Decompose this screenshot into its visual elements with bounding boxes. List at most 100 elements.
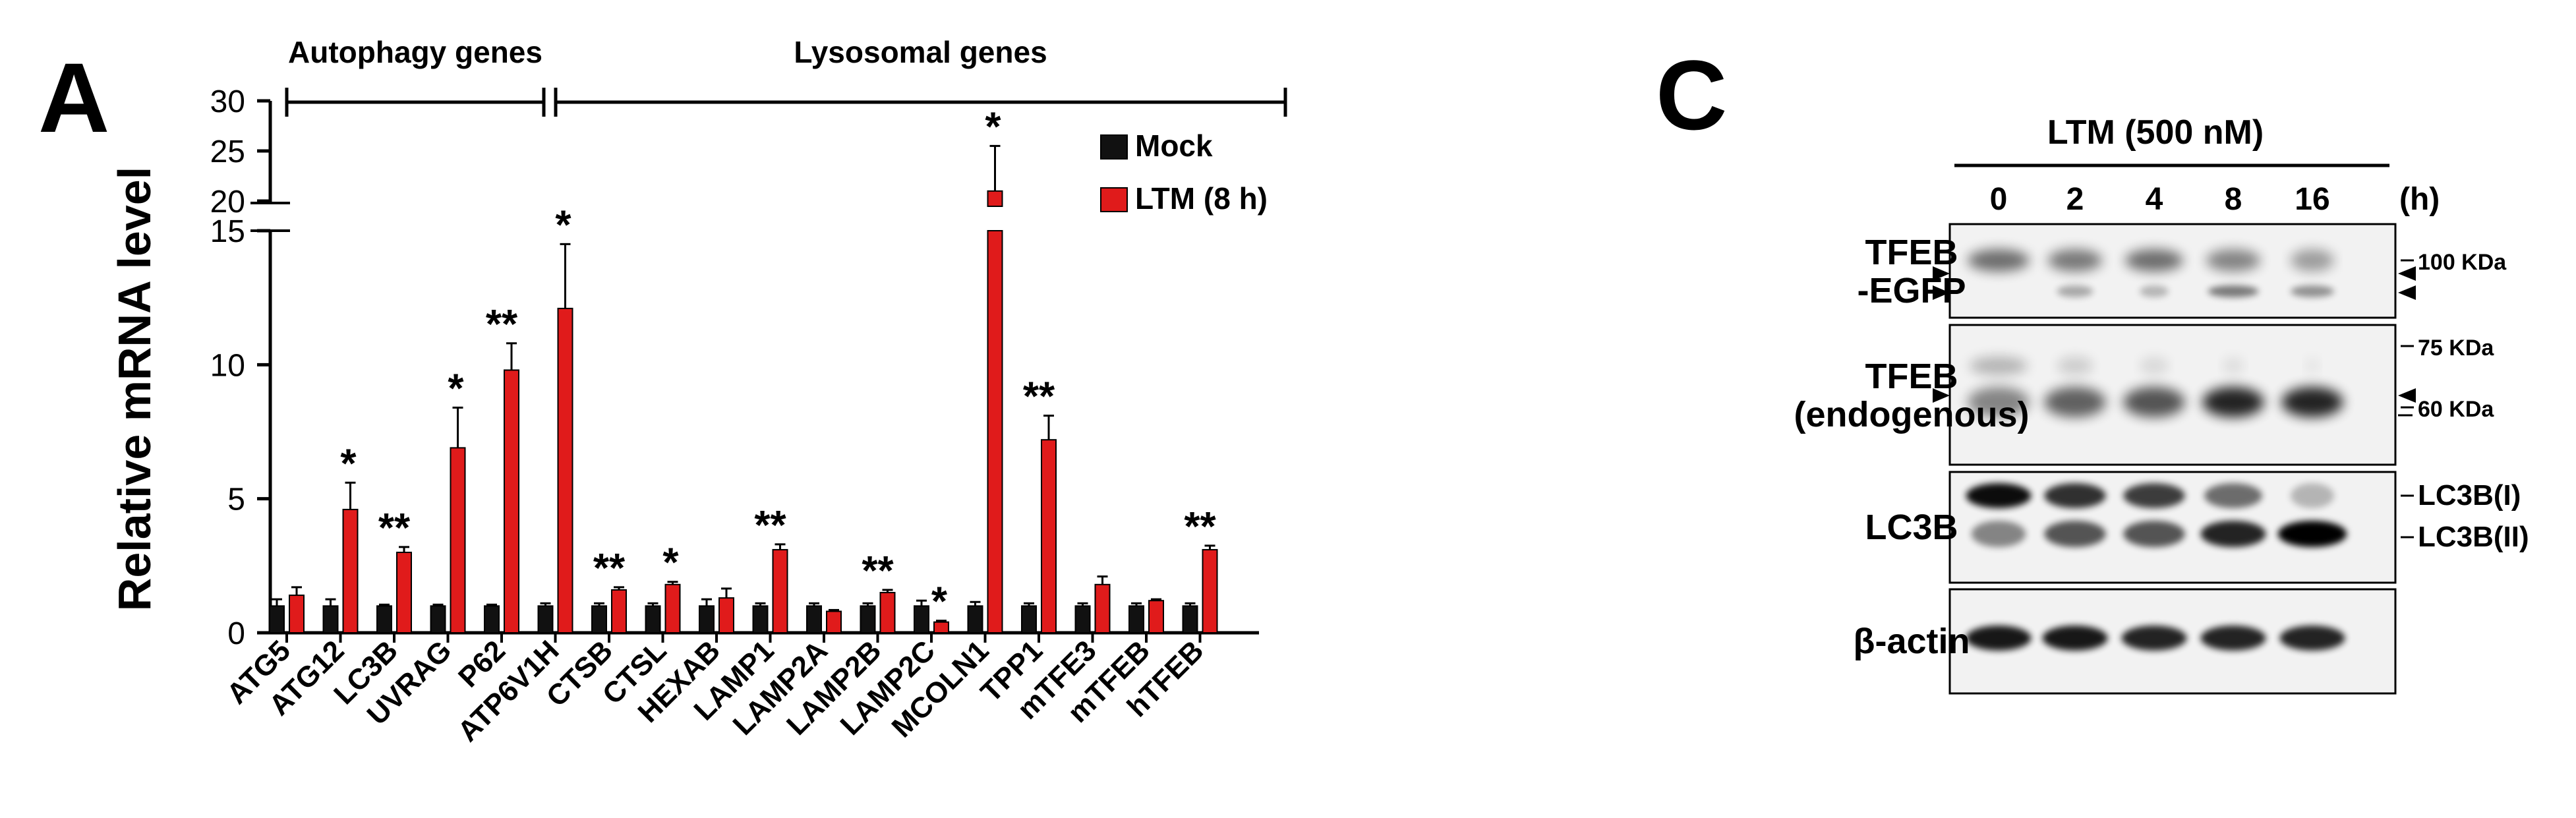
significance-marker: * bbox=[340, 441, 357, 486]
y-axis-label: Relative mRNA level bbox=[109, 167, 160, 611]
time-unit: (h) bbox=[2399, 182, 2440, 217]
band-arrow bbox=[2398, 388, 2416, 403]
protein-band bbox=[2208, 285, 2259, 297]
western-blot-panel: C LTM (500 nM) (h) 0 2 4 8 16 TFEB -EGFP 100 K… bbox=[1656, 40, 2529, 695]
protein-band bbox=[2291, 249, 2334, 272]
y-tick-label: 20 bbox=[210, 185, 245, 219]
bar-mock bbox=[376, 605, 392, 633]
significance-marker: * bbox=[448, 366, 464, 411]
bar-ltm bbox=[772, 548, 788, 634]
timepoint-label: 8 bbox=[2225, 182, 2242, 217]
protein-band bbox=[2204, 483, 2262, 508]
timepoint-label: 16 bbox=[2295, 182, 2329, 217]
band-arrow bbox=[2398, 285, 2416, 300]
blot-row-label: β-actin bbox=[1854, 622, 1970, 661]
marker-label: LC3B(I) bbox=[2418, 479, 2521, 511]
protein-band bbox=[2305, 357, 2320, 375]
marker-label: 60 KDa bbox=[2418, 397, 2494, 422]
protein-band bbox=[1971, 521, 2026, 547]
protein-band bbox=[2123, 387, 2185, 417]
bar-ltm-upper bbox=[987, 190, 1003, 207]
bar-ltm bbox=[1202, 548, 1218, 634]
blot-row-label: LC3B bbox=[1865, 508, 1958, 547]
protein-band bbox=[1968, 249, 2030, 272]
panel-letter-c: C bbox=[1656, 40, 1727, 150]
bar-ltm bbox=[1094, 583, 1111, 633]
protein-band bbox=[2044, 387, 2106, 417]
bar-mock bbox=[699, 605, 715, 633]
bar-mock bbox=[1021, 605, 1037, 633]
protein-band bbox=[1970, 357, 2028, 375]
bar-mock bbox=[322, 605, 339, 633]
timepoint-label: 0 bbox=[1990, 182, 2008, 217]
protein-band bbox=[2140, 357, 2169, 375]
treatment-label: LTM (500 nM) bbox=[2047, 113, 2264, 152]
protein-band bbox=[2044, 521, 2106, 547]
protein-band bbox=[2121, 626, 2187, 651]
y-tick-label: 5 bbox=[227, 482, 245, 517]
marker-label: 75 KDa bbox=[2418, 336, 2494, 361]
bar-ltm bbox=[450, 447, 466, 634]
bar-mock bbox=[484, 605, 500, 633]
significance-marker: * bbox=[662, 540, 679, 586]
bar-ltm bbox=[289, 595, 305, 633]
bar-ltm bbox=[342, 508, 359, 634]
bar-ltm bbox=[718, 597, 734, 634]
blot-row-label: -EGFP bbox=[1857, 271, 1966, 310]
protein-band bbox=[2042, 626, 2108, 651]
bar-ltm bbox=[396, 552, 412, 633]
bar-mock bbox=[537, 605, 554, 633]
y-tick-label: 15 bbox=[210, 214, 245, 249]
protein-band bbox=[1968, 387, 2030, 417]
legend-swatch bbox=[1100, 134, 1128, 160]
legend-swatch bbox=[1100, 187, 1128, 212]
significance-marker: ** bbox=[593, 546, 626, 591]
bar-mock bbox=[914, 605, 929, 633]
protein-band bbox=[2140, 285, 2169, 297]
protein-band bbox=[2281, 387, 2343, 417]
blot-row-label: (endogenous) bbox=[1794, 395, 2030, 434]
blot-row-label: TFEB bbox=[1865, 357, 1958, 396]
bar-mock bbox=[1182, 605, 1198, 633]
bar-mock bbox=[591, 605, 607, 633]
marker-label: 100 KDa bbox=[2418, 250, 2507, 275]
protein-band bbox=[1966, 483, 2032, 508]
bar-mock bbox=[269, 605, 285, 633]
bar-mock bbox=[645, 605, 661, 633]
protein-band bbox=[2123, 521, 2185, 547]
timepoint-labels: 0 2 4 8 16 bbox=[1990, 182, 2330, 217]
protein-band bbox=[2222, 357, 2244, 375]
y-tick-label: 30 bbox=[210, 84, 245, 119]
bar-mock bbox=[1074, 605, 1091, 633]
protein-band bbox=[2125, 249, 2183, 272]
bar-mock bbox=[967, 605, 983, 633]
panel-letter-a: A bbox=[38, 42, 109, 153]
significance-marker: * bbox=[555, 202, 571, 248]
band-arrow bbox=[1933, 388, 1950, 403]
bar-ltm bbox=[879, 592, 896, 633]
timepoint-label: 4 bbox=[2146, 182, 2163, 217]
bars: ********* *********** bbox=[269, 104, 1218, 634]
timepoint-label: 2 bbox=[2066, 182, 2084, 217]
bar-mock bbox=[806, 605, 822, 633]
bar-mock bbox=[430, 605, 446, 633]
y-tick-label: 0 bbox=[227, 616, 245, 651]
legend-label: LTM (8 h) bbox=[1135, 181, 1268, 216]
significance-marker: ** bbox=[754, 503, 786, 548]
protein-band bbox=[2277, 521, 2347, 547]
bar-mock bbox=[1128, 605, 1144, 633]
protein-band bbox=[2279, 626, 2345, 651]
significance-marker: ** bbox=[1023, 374, 1055, 420]
protein-band bbox=[2291, 285, 2334, 297]
legend-label: Mock bbox=[1135, 129, 1213, 163]
group-label: Autophagy genes bbox=[288, 35, 542, 69]
protein-band bbox=[2057, 285, 2093, 297]
protein-band bbox=[2044, 483, 2106, 508]
protein-band bbox=[1966, 626, 2032, 651]
marker-label: LC3B(II) bbox=[2418, 521, 2529, 553]
significance-marker: ** bbox=[862, 548, 894, 594]
bar-ltm bbox=[1041, 439, 1057, 633]
bar-ltm bbox=[557, 307, 573, 633]
bar-ltm bbox=[987, 230, 1003, 633]
